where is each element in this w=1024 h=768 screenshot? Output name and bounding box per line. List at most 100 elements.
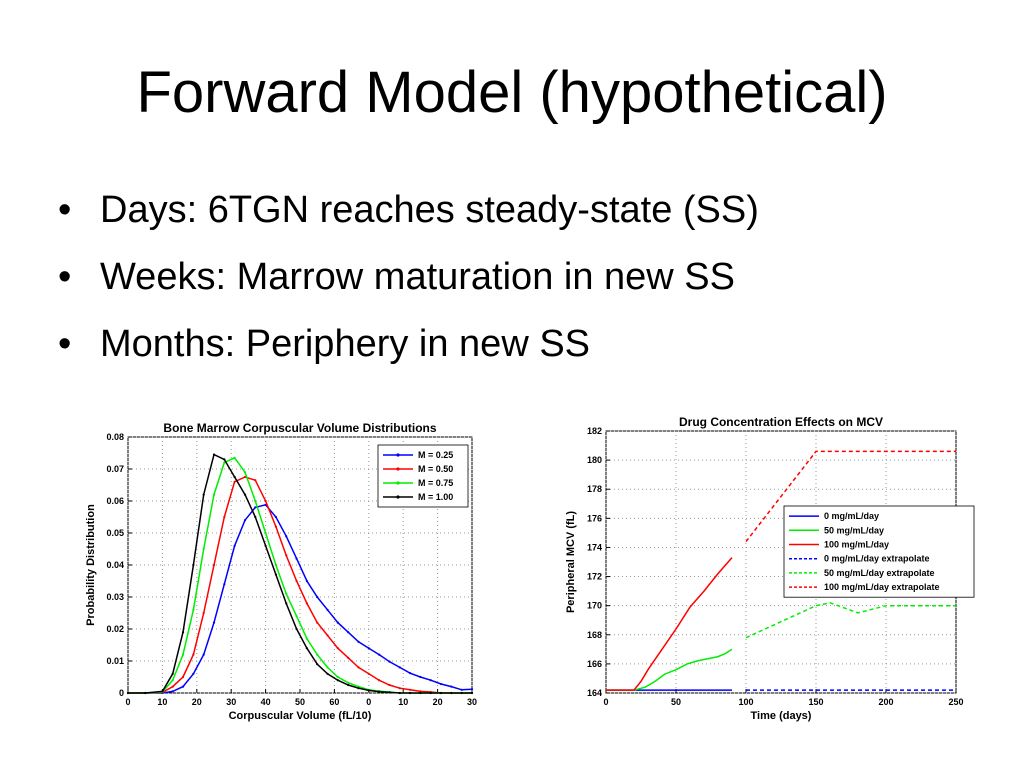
x-axis-label: Time (days) [751, 710, 812, 722]
data-point [274, 563, 278, 567]
y-tick-label: 0.07 [106, 464, 124, 474]
data-point [450, 691, 453, 695]
data-point [378, 653, 381, 656]
data-point [192, 653, 195, 656]
data-point [450, 685, 453, 688]
data-point [223, 461, 226, 464]
series-line [606, 557, 733, 691]
data-point [223, 515, 226, 519]
data-point [357, 687, 360, 690]
data-point [233, 475, 236, 479]
data-point [336, 647, 339, 650]
x-tick-label: 150 [808, 697, 823, 707]
data-point [305, 637, 308, 640]
y-tick-label: 170 [587, 601, 602, 611]
y-tick-label: 0 [119, 688, 124, 698]
x-axis-label: Corpuscular Volume (fL/10) [229, 710, 372, 722]
y-tick-label: 166 [587, 659, 602, 669]
data-point [398, 691, 401, 695]
x-tick-label: 250 [948, 697, 963, 707]
series-line [745, 602, 956, 639]
data-point [171, 672, 174, 675]
x-tick-label: 200 [878, 697, 893, 707]
data-point [347, 656, 350, 659]
legend-label: 0 mg/mL/day extrapolate [824, 554, 930, 564]
data-point [316, 595, 319, 599]
y-tick-label: 172 [587, 572, 602, 582]
data-point [326, 634, 329, 637]
data-point [144, 691, 147, 695]
data-point [285, 554, 288, 557]
data-point [171, 690, 174, 693]
data-point [460, 688, 463, 691]
data-point [295, 627, 298, 631]
data-point [388, 691, 391, 694]
data-point [254, 506, 257, 509]
data-point [161, 690, 164, 693]
data-point [264, 499, 267, 503]
data-point [202, 547, 205, 551]
y-tick-label: 174 [587, 542, 602, 552]
data-point [429, 691, 432, 695]
y-tick-label: 180 [587, 455, 602, 465]
legend-label: 100 mg/mL/day [824, 540, 889, 550]
legend-label: 50 mg/mL/day extrapolate [824, 568, 935, 578]
y-tick-label: 0.08 [106, 432, 124, 442]
chart-title: Bone Marrow Corpuscular Volume Distribut… [163, 421, 436, 435]
data-point [316, 663, 319, 666]
y-tick-label: 0.03 [106, 592, 124, 602]
data-point [171, 685, 174, 688]
x-tick-label: 40 [261, 697, 271, 707]
bullet-text: Months: Periphery in new SS [100, 323, 591, 365]
x-tick-label: 10 [398, 697, 408, 707]
data-point [305, 602, 308, 605]
data-point [254, 499, 257, 503]
data-point [398, 687, 401, 690]
y-tick-label: 164 [587, 688, 602, 698]
data-point [316, 621, 319, 624]
y-tick-label: 0.01 [106, 656, 124, 666]
data-point [192, 608, 195, 611]
y-tick-label: 178 [587, 484, 602, 494]
data-point [419, 675, 422, 679]
series-line [745, 450, 956, 543]
y-tick-label: 0.06 [106, 496, 124, 506]
y-axis-label: Probability Distribution [85, 504, 97, 626]
data-point [357, 640, 360, 643]
legend-label: 0 mg/mL/day [824, 511, 879, 521]
data-point [347, 683, 350, 687]
data-point [336, 675, 339, 679]
data-point [192, 672, 195, 675]
data-point [347, 631, 350, 634]
data-point [408, 672, 412, 675]
data-point [212, 453, 216, 456]
data-point [264, 531, 267, 535]
legend-box [783, 505, 975, 598]
data-point [202, 653, 205, 656]
data-point [212, 563, 216, 567]
bone-marrow-distribution-chart: 0 10 20 30 40 50 60 0 10 20 30 0 0.01 0.02 0.03 0.04 0.0… [85, 421, 477, 722]
legend-label: M = 0.50 [418, 464, 453, 474]
data-point [171, 679, 174, 682]
data-point [274, 515, 278, 519]
data-point [202, 493, 205, 496]
legend-marker [396, 495, 400, 499]
data-point [367, 647, 370, 650]
data-point [212, 621, 216, 624]
data-point [295, 579, 298, 583]
y-tick-label: 0.05 [106, 528, 124, 538]
x-tick-label: 50 [671, 697, 681, 707]
data-point [274, 573, 278, 576]
data-point [202, 611, 205, 615]
data-point [419, 690, 422, 693]
legend-marker [396, 467, 400, 471]
x-tick-label: 20 [433, 697, 443, 707]
data-point [233, 456, 236, 459]
data-point [326, 672, 329, 675]
data-point [295, 557, 298, 560]
data-point [388, 683, 391, 687]
data-point [439, 691, 443, 695]
data-point [408, 691, 412, 695]
legend-label: 50 mg/mL/day [824, 525, 884, 535]
data-point [326, 608, 329, 611]
